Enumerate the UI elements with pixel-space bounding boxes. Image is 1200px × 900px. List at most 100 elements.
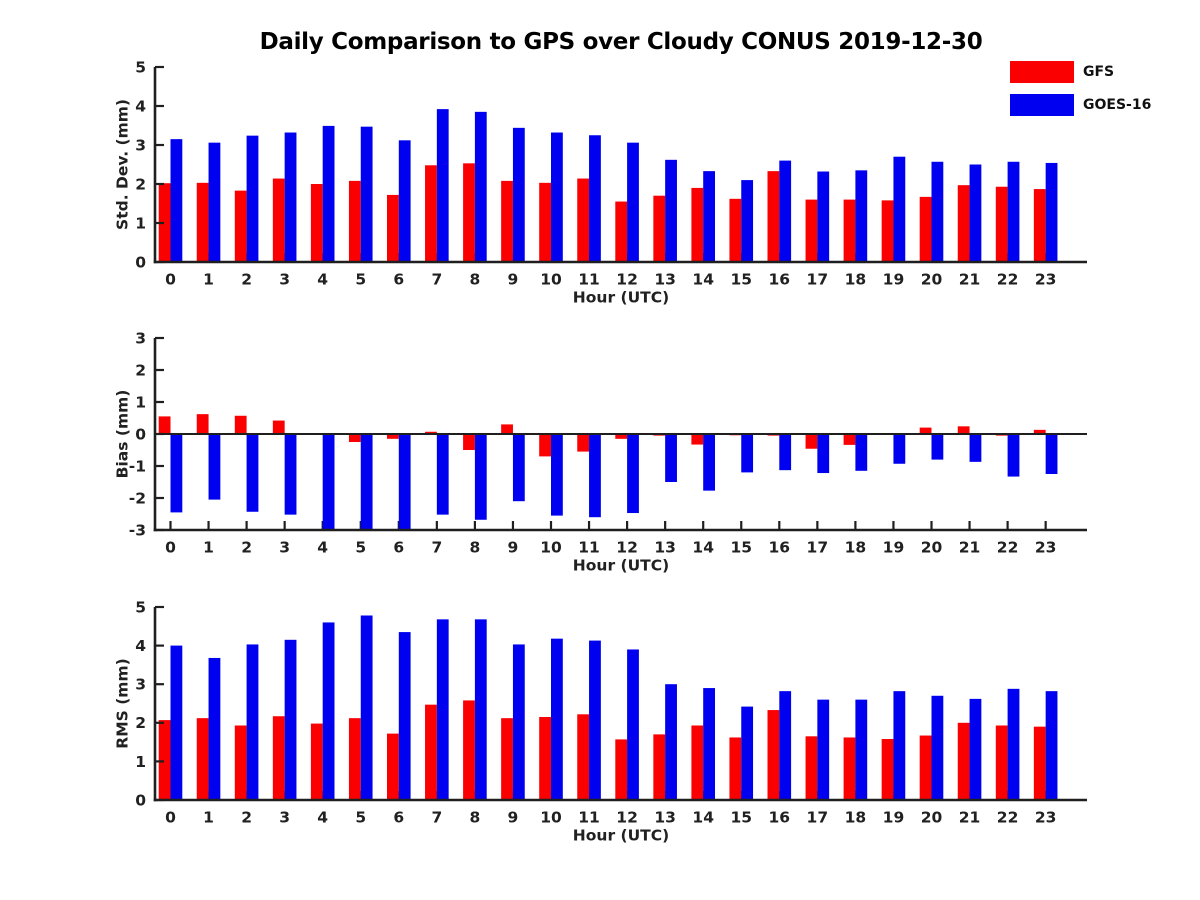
legend-label-gfs: GFS: [1083, 64, 1115, 80]
bar-gfs-hour-17: [805, 199, 818, 262]
bar-gfs-hour-20: [919, 735, 932, 800]
bar-goes16-hour-20: [931, 695, 944, 800]
x-tick-label: 5: [355, 270, 366, 288]
bar-goes16-hour-2: [246, 434, 259, 512]
x-tick-label: 9: [508, 808, 519, 826]
bar-gfs-hour-0: [158, 183, 171, 262]
series-gfs: [158, 163, 1046, 262]
bar-gfs-hour-18: [843, 199, 856, 262]
x-tick-label: 17: [807, 538, 829, 556]
bar-goes16-hour-10: [551, 638, 563, 800]
bar-goes16-hour-21: [969, 164, 982, 262]
bar-gfs-hour-14: [691, 187, 704, 262]
bar-gfs-hour-9: [501, 180, 513, 262]
x-tick-label: 3: [279, 270, 290, 288]
bar-goes16-hour-23: [1045, 691, 1058, 800]
bar-gfs-hour-23: [1033, 189, 1046, 262]
legend-swatch-goes16: [1010, 94, 1074, 116]
bar-gfs-hour-10: [539, 717, 551, 800]
y-tick-label: 3: [135, 676, 146, 694]
legend: GFS GOES-16: [1010, 61, 1151, 127]
x-tick-label: 8: [470, 270, 481, 288]
bar-goes16-hour-2: [246, 135, 259, 262]
bar-gfs-hour-11: [577, 178, 590, 262]
y-tick-label: 4: [135, 97, 146, 115]
y-tick-label: 0: [135, 791, 146, 809]
bar-goes16-hour-7: [436, 109, 449, 263]
legend-item-goes16: GOES-16: [1010, 94, 1151, 116]
bar-goes16-hour-16: [779, 160, 792, 262]
y-tick-label: 3: [135, 136, 146, 154]
y-axis-label: Bias (mm): [113, 390, 131, 479]
x-tick-label: 2: [241, 270, 252, 288]
bar-goes16-hour-0: [170, 139, 183, 262]
bar-gfs-hour-5: [348, 434, 361, 442]
bar-goes16-hour-9: [512, 434, 525, 502]
bar-goes16-hour-8: [474, 619, 487, 800]
x-tick-label: 18: [845, 270, 867, 288]
bar-goes16-hour-5: [360, 434, 373, 530]
bar-gfs-hour-1: [196, 414, 209, 434]
y-axis-label: Std. Dev. (mm): [113, 99, 131, 230]
bar-goes16-hour-6: [398, 434, 411, 530]
bar-goes16-hour-4: [322, 125, 335, 262]
bar-gfs-hour-1: [196, 182, 209, 262]
bar-goes16-hour-21: [969, 434, 982, 462]
bar-gfs-hour-21: [957, 426, 970, 434]
x-tick-label: 22: [997, 270, 1019, 288]
bar-goes16-hour-14: [703, 688, 715, 800]
bar-gfs-hour-18: [843, 434, 856, 445]
bar-goes16-hour-11: [589, 640, 601, 800]
bar-gfs-hour-12: [615, 739, 628, 800]
series-goes16: [170, 434, 1058, 530]
bar-gfs-hour-9: [501, 424, 513, 434]
bar-goes16-hour-17: [817, 699, 830, 800]
bar-goes16-hour-12: [627, 142, 639, 262]
bar-goes16-hour-21: [969, 698, 982, 800]
x-tick-label: 14: [692, 538, 714, 556]
x-tick-label: 11: [578, 538, 600, 556]
legend-swatch-gfs: [1010, 61, 1074, 83]
bar-gfs-hour-12: [615, 434, 628, 439]
x-tick-label: 19: [883, 270, 905, 288]
bar-gfs-hour-0: [158, 720, 171, 800]
bar-gfs-hour-4: [310, 723, 323, 800]
y-tick-label: 2: [135, 361, 146, 379]
bar-goes16-hour-1: [208, 657, 221, 800]
figure-title: Daily Comparison to GPS over Cloudy CONU…: [259, 29, 983, 55]
x-tick-label: 21: [959, 270, 981, 288]
y-tick-label: 1: [135, 753, 146, 771]
bar-goes16-hour-22: [1007, 688, 1020, 800]
x-tick-label: 13: [654, 270, 676, 288]
bar-gfs-hour-17: [805, 434, 818, 449]
x-tick-label: 0: [165, 538, 176, 556]
x-tick-label: 18: [845, 808, 867, 826]
x-tick-label: 23: [1035, 270, 1057, 288]
bar-goes16-hour-16: [779, 434, 792, 471]
x-tick-label: 4: [317, 270, 328, 288]
x-tick-label: 12: [616, 538, 638, 556]
bar-goes16-hour-5: [360, 126, 373, 262]
bar-goes16-hour-15: [741, 434, 754, 473]
x-tick-label: 15: [730, 270, 752, 288]
x-tick-label: 6: [393, 270, 404, 288]
y-tick-label: -1: [129, 457, 146, 475]
x-tick-label: 23: [1035, 538, 1057, 556]
bar-goes16-hour-4: [322, 434, 335, 530]
bar-gfs-hour-23: [1033, 429, 1046, 434]
x-tick-label: 16: [769, 538, 791, 556]
y-tick-label: -3: [129, 521, 146, 539]
x-tick-label: 6: [393, 808, 404, 826]
bar-goes16-hour-6: [398, 140, 411, 262]
bar-goes16-hour-22: [1007, 161, 1020, 262]
x-tick-label: 18: [845, 538, 867, 556]
bar-goes16-hour-14: [703, 171, 715, 262]
bar-goes16-hour-15: [741, 706, 754, 800]
bar-goes16-hour-12: [627, 434, 639, 514]
bar-goes16-hour-4: [322, 622, 335, 800]
bar-gfs-hour-14: [691, 434, 704, 445]
bar-goes16-hour-3: [284, 434, 297, 515]
